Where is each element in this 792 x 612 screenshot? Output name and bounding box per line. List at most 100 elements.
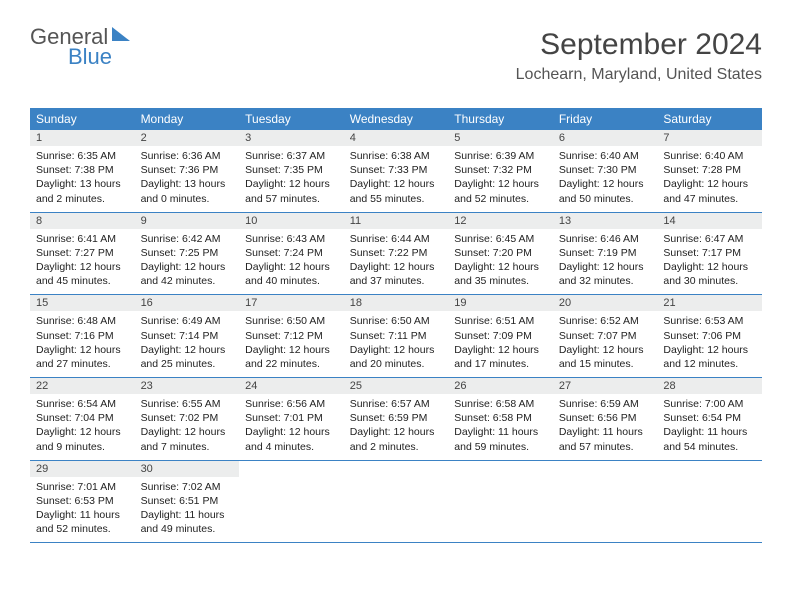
daylight-text: Daylight: 12 hours and 37 minutes. (350, 260, 443, 288)
daylight-text: Daylight: 12 hours and 57 minutes. (245, 177, 338, 205)
day-info: Sunrise: 6:51 AMSunset: 7:09 PMDaylight:… (448, 311, 553, 377)
sunset-text: Sunset: 7:22 PM (350, 246, 443, 260)
day-info: Sunrise: 6:49 AMSunset: 7:14 PMDaylight:… (135, 311, 240, 377)
sunrise-text: Sunrise: 6:41 AM (36, 232, 129, 246)
day-number: 20 (553, 295, 658, 311)
daylight-text: Daylight: 13 hours and 2 minutes. (36, 177, 129, 205)
day-cell: 11Sunrise: 6:44 AMSunset: 7:22 PMDayligh… (344, 213, 449, 295)
day-info: Sunrise: 6:40 AMSunset: 7:30 PMDaylight:… (553, 146, 658, 212)
sunrise-text: Sunrise: 6:54 AM (36, 397, 129, 411)
day-info: Sunrise: 6:44 AMSunset: 7:22 PMDaylight:… (344, 229, 449, 295)
sunset-text: Sunset: 6:54 PM (663, 411, 756, 425)
day-cell: 25Sunrise: 6:57 AMSunset: 6:59 PMDayligh… (344, 378, 449, 460)
day-info: Sunrise: 6:50 AMSunset: 7:11 PMDaylight:… (344, 311, 449, 377)
day-number: 14 (657, 213, 762, 229)
day-number: 22 (30, 378, 135, 394)
day-number: 17 (239, 295, 344, 311)
title-block: September 2024 Lochearn, Maryland, Unite… (516, 28, 762, 84)
daylight-text: Daylight: 12 hours and 52 minutes. (454, 177, 547, 205)
day-info: Sunrise: 7:00 AMSunset: 6:54 PMDaylight:… (657, 394, 762, 460)
sunset-text: Sunset: 6:53 PM (36, 494, 129, 508)
day-number: 19 (448, 295, 553, 311)
day-info: Sunrise: 6:52 AMSunset: 7:07 PMDaylight:… (553, 311, 658, 377)
day-info: Sunrise: 6:42 AMSunset: 7:25 PMDaylight:… (135, 229, 240, 295)
sunset-text: Sunset: 7:28 PM (663, 163, 756, 177)
weeks-container: 1Sunrise: 6:35 AMSunset: 7:38 PMDaylight… (30, 130, 762, 543)
sunset-text: Sunset: 7:38 PM (36, 163, 129, 177)
sunrise-text: Sunrise: 6:56 AM (245, 397, 338, 411)
day-info: Sunrise: 6:57 AMSunset: 6:59 PMDaylight:… (344, 394, 449, 460)
week-row: 1Sunrise: 6:35 AMSunset: 7:38 PMDaylight… (30, 130, 762, 213)
day-cell: 12Sunrise: 6:45 AMSunset: 7:20 PMDayligh… (448, 213, 553, 295)
day-number: 12 (448, 213, 553, 229)
day-cell: 6Sunrise: 6:40 AMSunset: 7:30 PMDaylight… (553, 130, 658, 212)
day-cell: 20Sunrise: 6:52 AMSunset: 7:07 PMDayligh… (553, 295, 658, 377)
day-number: 27 (553, 378, 658, 394)
sunset-text: Sunset: 7:27 PM (36, 246, 129, 260)
day-cell: 10Sunrise: 6:43 AMSunset: 7:24 PMDayligh… (239, 213, 344, 295)
day-info: Sunrise: 6:37 AMSunset: 7:35 PMDaylight:… (239, 146, 344, 212)
sunset-text: Sunset: 6:56 PM (559, 411, 652, 425)
sunrise-text: Sunrise: 6:48 AM (36, 314, 129, 328)
day-cell (448, 461, 553, 543)
daylight-text: Daylight: 12 hours and 22 minutes. (245, 343, 338, 371)
day-cell (239, 461, 344, 543)
sunrise-text: Sunrise: 7:02 AM (141, 480, 234, 494)
daylight-text: Daylight: 12 hours and 45 minutes. (36, 260, 129, 288)
sunrise-text: Sunrise: 6:45 AM (454, 232, 547, 246)
day-number: 8 (30, 213, 135, 229)
sunset-text: Sunset: 7:17 PM (663, 246, 756, 260)
sunrise-text: Sunrise: 6:39 AM (454, 149, 547, 163)
day-number: 13 (553, 213, 658, 229)
sunrise-text: Sunrise: 6:38 AM (350, 149, 443, 163)
week-row: 22Sunrise: 6:54 AMSunset: 7:04 PMDayligh… (30, 378, 762, 461)
day-header: Friday (553, 108, 658, 130)
daylight-text: Daylight: 12 hours and 47 minutes. (663, 177, 756, 205)
day-info: Sunrise: 6:35 AMSunset: 7:38 PMDaylight:… (30, 146, 135, 212)
day-cell: 14Sunrise: 6:47 AMSunset: 7:17 PMDayligh… (657, 213, 762, 295)
day-info: Sunrise: 6:40 AMSunset: 7:28 PMDaylight:… (657, 146, 762, 212)
day-cell: 2Sunrise: 6:36 AMSunset: 7:36 PMDaylight… (135, 130, 240, 212)
daylight-text: Daylight: 12 hours and 2 minutes. (350, 425, 443, 453)
daylight-text: Daylight: 12 hours and 9 minutes. (36, 425, 129, 453)
day-header: Saturday (657, 108, 762, 130)
day-cell: 3Sunrise: 6:37 AMSunset: 7:35 PMDaylight… (239, 130, 344, 212)
day-cell: 22Sunrise: 6:54 AMSunset: 7:04 PMDayligh… (30, 378, 135, 460)
sunrise-text: Sunrise: 6:36 AM (141, 149, 234, 163)
location-text: Lochearn, Maryland, United States (516, 66, 762, 84)
sunrise-text: Sunrise: 6:55 AM (141, 397, 234, 411)
daylight-text: Daylight: 12 hours and 42 minutes. (141, 260, 234, 288)
day-cell: 9Sunrise: 6:42 AMSunset: 7:25 PMDaylight… (135, 213, 240, 295)
daylight-text: Daylight: 11 hours and 49 minutes. (141, 508, 234, 536)
day-number: 10 (239, 213, 344, 229)
day-info: Sunrise: 6:47 AMSunset: 7:17 PMDaylight:… (657, 229, 762, 295)
day-number: 25 (344, 378, 449, 394)
daylight-text: Daylight: 11 hours and 59 minutes. (454, 425, 547, 453)
day-info: Sunrise: 6:50 AMSunset: 7:12 PMDaylight:… (239, 311, 344, 377)
day-header: Wednesday (344, 108, 449, 130)
day-cell: 15Sunrise: 6:48 AMSunset: 7:16 PMDayligh… (30, 295, 135, 377)
day-number: 21 (657, 295, 762, 311)
day-cell: 19Sunrise: 6:51 AMSunset: 7:09 PMDayligh… (448, 295, 553, 377)
day-number: 28 (657, 378, 762, 394)
day-info: Sunrise: 6:38 AMSunset: 7:33 PMDaylight:… (344, 146, 449, 212)
day-number: 3 (239, 130, 344, 146)
day-number: 15 (30, 295, 135, 311)
daylight-text: Daylight: 12 hours and 40 minutes. (245, 260, 338, 288)
sunrise-text: Sunrise: 6:49 AM (141, 314, 234, 328)
day-info: Sunrise: 6:43 AMSunset: 7:24 PMDaylight:… (239, 229, 344, 295)
sunset-text: Sunset: 7:35 PM (245, 163, 338, 177)
day-number: 26 (448, 378, 553, 394)
sunrise-text: Sunrise: 6:52 AM (559, 314, 652, 328)
sunrise-text: Sunrise: 6:50 AM (350, 314, 443, 328)
sunset-text: Sunset: 7:11 PM (350, 329, 443, 343)
day-info: Sunrise: 6:59 AMSunset: 6:56 PMDaylight:… (553, 394, 658, 460)
day-number: 18 (344, 295, 449, 311)
sunset-text: Sunset: 7:32 PM (454, 163, 547, 177)
week-row: 15Sunrise: 6:48 AMSunset: 7:16 PMDayligh… (30, 295, 762, 378)
sunset-text: Sunset: 7:25 PM (141, 246, 234, 260)
sunrise-text: Sunrise: 6:40 AM (559, 149, 652, 163)
day-info: Sunrise: 6:36 AMSunset: 7:36 PMDaylight:… (135, 146, 240, 212)
day-cell: 26Sunrise: 6:58 AMSunset: 6:58 PMDayligh… (448, 378, 553, 460)
day-number: 1 (30, 130, 135, 146)
